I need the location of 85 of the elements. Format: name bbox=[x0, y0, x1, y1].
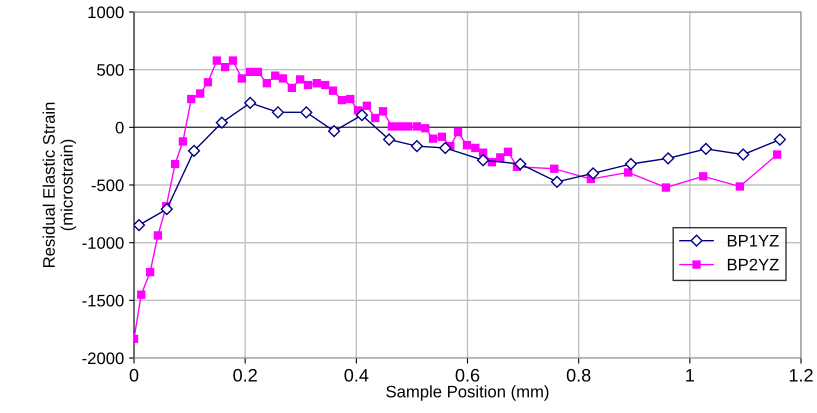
y-tick-label: 500 bbox=[97, 64, 124, 76]
y-tick-label: 1000 bbox=[88, 6, 124, 18]
point bbox=[300, 106, 312, 118]
point bbox=[188, 144, 200, 157]
x-tick-label: 1 bbox=[686, 369, 694, 382]
point bbox=[356, 109, 368, 122]
point bbox=[278, 74, 288, 83]
point bbox=[328, 125, 340, 138]
y-tick-label: -500 bbox=[92, 179, 124, 192]
point bbox=[137, 290, 146, 299]
point bbox=[178, 137, 188, 146]
point bbox=[328, 86, 338, 95]
point bbox=[410, 140, 424, 152]
point bbox=[454, 128, 462, 136]
y-tick-label: -1000 bbox=[82, 237, 124, 249]
point bbox=[246, 68, 254, 76]
point bbox=[662, 183, 670, 192]
point bbox=[220, 62, 230, 72]
x-tick-label: 0.8 bbox=[566, 368, 590, 382]
point bbox=[288, 84, 296, 92]
point bbox=[550, 176, 564, 188]
y-tick-label: -1500 bbox=[82, 294, 124, 307]
legend-label: BP2YZ bbox=[728, 258, 779, 270]
point bbox=[134, 219, 146, 232]
point bbox=[312, 78, 322, 88]
point bbox=[362, 102, 372, 110]
x-tick-label: 0.2 bbox=[233, 368, 257, 382]
point bbox=[146, 268, 154, 276]
point bbox=[228, 56, 238, 65]
point bbox=[262, 78, 272, 88]
point bbox=[321, 80, 330, 90]
point bbox=[296, 75, 304, 84]
point bbox=[154, 231, 162, 240]
x-tick-label: 1.2 bbox=[790, 368, 813, 382]
point bbox=[254, 68, 262, 76]
y-axis-title: Residual Elastic Strain (microstrain) bbox=[42, 102, 76, 267]
point bbox=[550, 164, 558, 173]
x-tick-label: 0.6 bbox=[456, 368, 480, 382]
point bbox=[204, 78, 212, 86]
point bbox=[438, 132, 446, 141]
point bbox=[160, 203, 173, 216]
point bbox=[737, 148, 750, 161]
point bbox=[662, 152, 674, 164]
point bbox=[736, 182, 744, 191]
point bbox=[346, 94, 354, 104]
point bbox=[304, 80, 312, 90]
legend-label: BP1YZ bbox=[728, 235, 779, 246]
point bbox=[624, 168, 632, 177]
point bbox=[587, 167, 600, 180]
point bbox=[462, 141, 472, 150]
point bbox=[187, 94, 196, 104]
point bbox=[514, 158, 526, 170]
point bbox=[439, 142, 452, 154]
point bbox=[272, 106, 284, 118]
point bbox=[496, 153, 504, 162]
point bbox=[238, 74, 246, 83]
point bbox=[772, 150, 782, 159]
point bbox=[383, 133, 396, 146]
point bbox=[421, 124, 430, 132]
point bbox=[428, 134, 438, 143]
point bbox=[396, 122, 404, 131]
point bbox=[504, 148, 512, 156]
point bbox=[378, 107, 388, 116]
x-axis-title: Sample Position (mm) bbox=[386, 385, 548, 401]
point bbox=[212, 56, 221, 65]
point bbox=[624, 158, 638, 170]
point bbox=[216, 116, 228, 129]
point bbox=[700, 142, 712, 155]
point bbox=[170, 160, 180, 168]
point bbox=[388, 122, 396, 131]
y-tick-label: 0 bbox=[116, 122, 124, 134]
point bbox=[371, 114, 380, 122]
point bbox=[774, 133, 786, 146]
point bbox=[471, 144, 480, 152]
point bbox=[412, 122, 422, 131]
point bbox=[476, 154, 490, 166]
x-tick-label: 0 bbox=[130, 368, 138, 382]
point bbox=[271, 71, 280, 80]
point bbox=[244, 96, 256, 109]
point bbox=[338, 96, 346, 104]
x-tick-label: 0.4 bbox=[344, 368, 368, 382]
point bbox=[699, 172, 708, 180]
point bbox=[196, 89, 204, 98]
y-tick-label: -2000 bbox=[82, 352, 124, 364]
point bbox=[404, 122, 412, 131]
